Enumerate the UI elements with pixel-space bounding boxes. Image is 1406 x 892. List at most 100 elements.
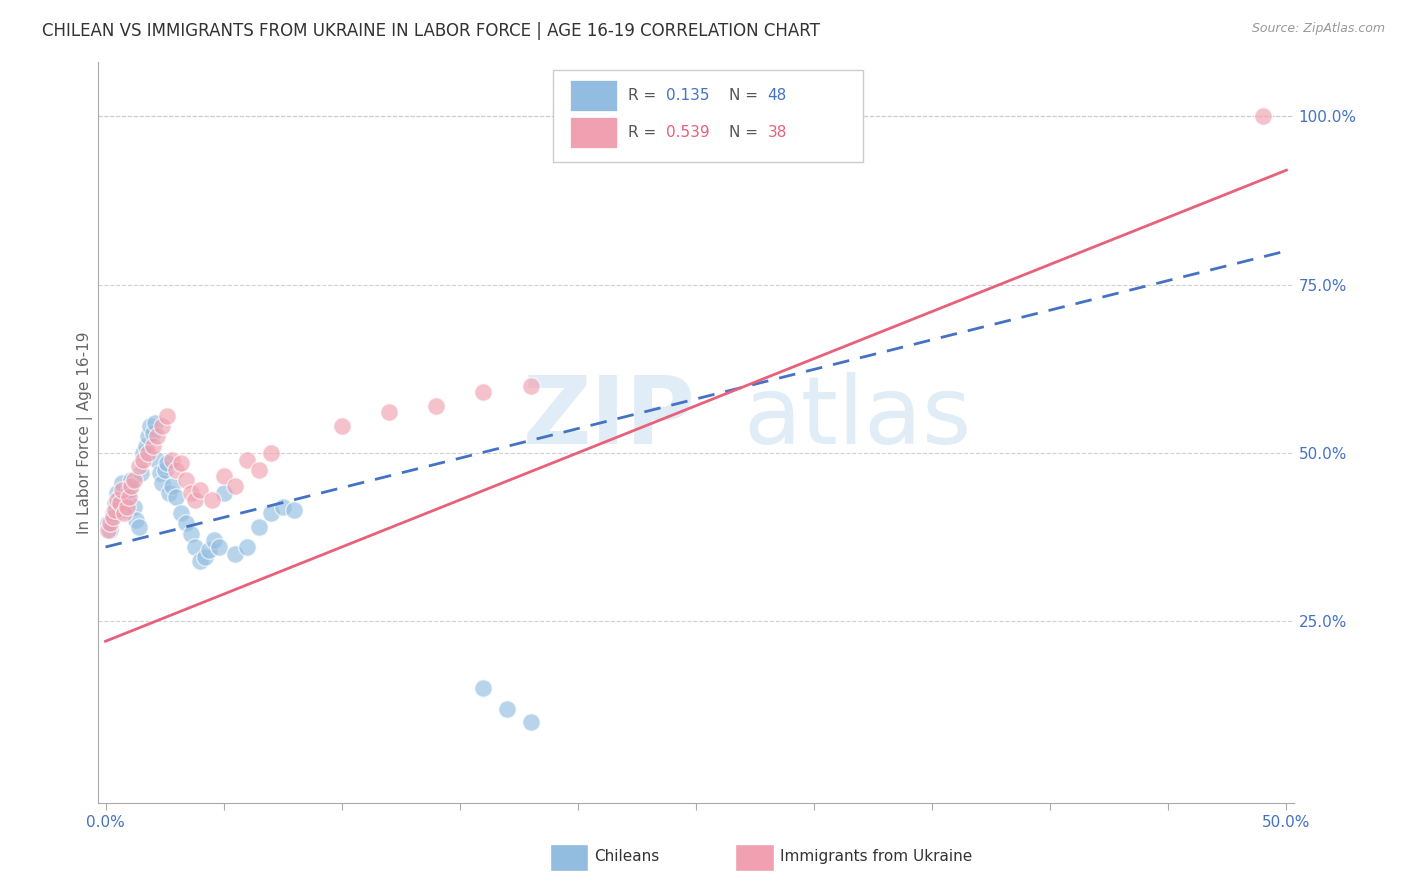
Point <box>180 526 202 541</box>
Point <box>101 509 124 524</box>
Text: R =: R = <box>628 125 661 140</box>
Point <box>170 507 193 521</box>
Point <box>180 486 202 500</box>
Point <box>128 459 150 474</box>
Point <box>143 416 166 430</box>
Text: 0.539: 0.539 <box>666 125 710 140</box>
Point <box>184 540 207 554</box>
Point <box>122 500 145 514</box>
Point <box>101 507 124 521</box>
Point <box>156 456 179 470</box>
Point <box>188 483 211 497</box>
Point <box>146 429 169 443</box>
Text: N =: N = <box>730 88 763 103</box>
Point <box>472 385 495 400</box>
Point <box>112 503 135 517</box>
Point <box>122 473 145 487</box>
Point <box>150 476 173 491</box>
Point <box>104 503 127 517</box>
Point <box>496 701 519 715</box>
Text: Source: ZipAtlas.com: Source: ZipAtlas.com <box>1251 22 1385 36</box>
FancyBboxPatch shape <box>550 844 589 871</box>
Point <box>208 540 231 554</box>
Point <box>98 523 121 537</box>
Point <box>184 492 207 507</box>
Text: Immigrants from Ukraine: Immigrants from Ukraine <box>779 848 972 863</box>
Point <box>111 483 134 497</box>
Point <box>139 418 162 433</box>
Point <box>97 523 120 537</box>
Point <box>212 469 235 483</box>
Point <box>160 479 183 493</box>
Point <box>170 456 193 470</box>
Point <box>150 418 173 433</box>
Point <box>105 492 128 507</box>
Text: R =: R = <box>628 88 661 103</box>
Point <box>236 540 259 554</box>
Point <box>194 550 217 565</box>
Point <box>247 520 270 534</box>
Point <box>97 516 120 531</box>
Point <box>201 492 224 507</box>
Point <box>129 466 152 480</box>
Point <box>247 462 270 476</box>
Point <box>125 513 148 527</box>
Text: 38: 38 <box>768 125 787 140</box>
Point <box>135 439 157 453</box>
Point <box>118 483 141 497</box>
Point <box>1251 109 1274 123</box>
Point <box>165 490 187 504</box>
Point <box>136 429 159 443</box>
Point <box>202 533 225 548</box>
FancyBboxPatch shape <box>571 117 617 148</box>
Point <box>519 714 541 729</box>
Point <box>115 500 138 514</box>
Point <box>378 405 401 419</box>
Y-axis label: In Labor Force | Age 16-19: In Labor Force | Age 16-19 <box>76 331 93 534</box>
Point <box>142 439 165 453</box>
Point <box>121 479 143 493</box>
Point <box>283 503 305 517</box>
Point <box>236 452 259 467</box>
Point <box>142 425 165 440</box>
FancyBboxPatch shape <box>735 844 773 871</box>
Point <box>160 452 183 467</box>
Point <box>224 547 246 561</box>
Text: 48: 48 <box>768 88 787 103</box>
Point <box>111 476 134 491</box>
Point <box>271 500 294 514</box>
Point <box>112 507 135 521</box>
Point <box>128 520 150 534</box>
Point <box>425 399 447 413</box>
Point <box>108 496 131 510</box>
Point <box>136 446 159 460</box>
Point <box>174 516 197 531</box>
FancyBboxPatch shape <box>571 80 617 112</box>
Point <box>121 473 143 487</box>
Point <box>165 462 187 476</box>
Text: 0.135: 0.135 <box>666 88 710 103</box>
Point <box>105 486 128 500</box>
Point <box>212 486 235 500</box>
Point <box>260 507 283 521</box>
Point <box>132 452 155 467</box>
Text: ZIP: ZIP <box>523 372 696 464</box>
Point <box>260 446 283 460</box>
Point <box>330 418 353 433</box>
Point <box>472 681 495 696</box>
Point <box>153 462 176 476</box>
Point <box>118 490 141 504</box>
Point <box>157 486 180 500</box>
Point <box>146 452 169 467</box>
Text: N =: N = <box>730 125 763 140</box>
Point <box>224 479 246 493</box>
Text: CHILEAN VS IMMIGRANTS FROM UKRAINE IN LABOR FORCE | AGE 16-19 CORRELATION CHART: CHILEAN VS IMMIGRANTS FROM UKRAINE IN LA… <box>42 22 820 40</box>
Point <box>198 543 221 558</box>
Point <box>115 492 138 507</box>
Point <box>108 490 131 504</box>
Point <box>188 553 211 567</box>
Point <box>104 496 127 510</box>
Point <box>174 473 197 487</box>
Point <box>156 409 179 423</box>
FancyBboxPatch shape <box>553 70 863 162</box>
